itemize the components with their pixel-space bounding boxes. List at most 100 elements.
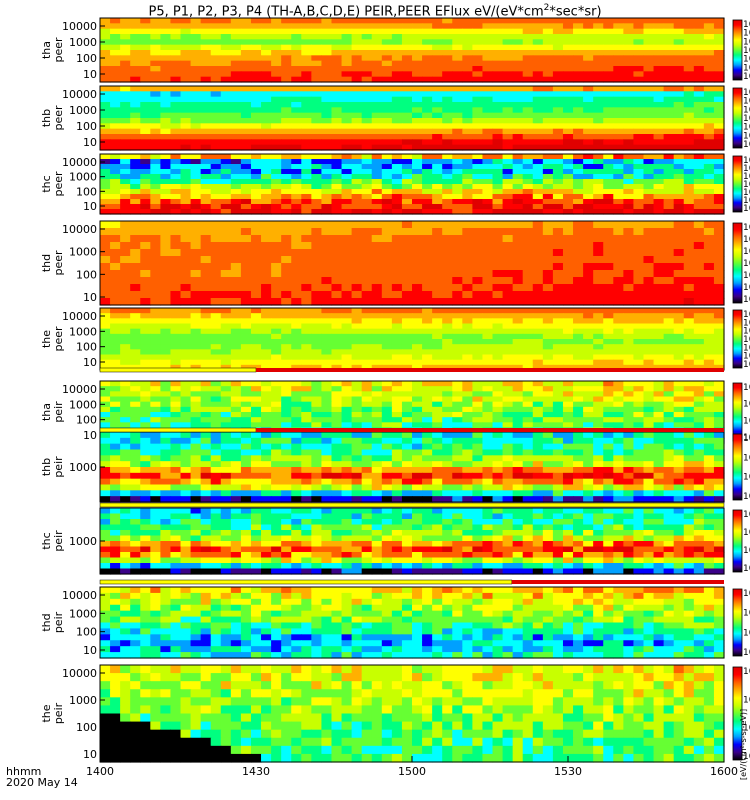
heatmap-cell bbox=[291, 443, 302, 451]
heatmap-cell bbox=[291, 313, 302, 319]
heatmap-cell bbox=[633, 123, 645, 130]
heatmap-cell bbox=[452, 417, 463, 423]
heatmap-cell bbox=[381, 39, 393, 46]
heatmap-cell bbox=[200, 189, 212, 195]
heatmap-cell bbox=[240, 467, 252, 474]
heatmap-cell bbox=[432, 102, 443, 108]
heatmap-cell bbox=[593, 417, 604, 423]
y-tick-label: 100 bbox=[76, 341, 97, 354]
heatmap-cell bbox=[492, 417, 504, 423]
heatmap-cell bbox=[351, 396, 363, 403]
heatmap-cell bbox=[462, 91, 473, 98]
heatmap-cell bbox=[321, 18, 333, 24]
heatmap-cell bbox=[532, 221, 544, 229]
heatmap-cell bbox=[220, 256, 232, 264]
heatmap-cell bbox=[412, 60, 423, 67]
heatmap-cell bbox=[703, 118, 715, 124]
heatmap-cell bbox=[200, 432, 212, 439]
heatmap-cell bbox=[371, 443, 383, 451]
heatmap-cell bbox=[442, 60, 453, 67]
heatmap-cell bbox=[452, 102, 463, 108]
heatmap-cell bbox=[311, 189, 323, 195]
heatmap-cell bbox=[371, 364, 383, 371]
heatmap-cell bbox=[673, 412, 685, 418]
heatmap-cell bbox=[573, 256, 584, 264]
heatmap-cell bbox=[422, 107, 433, 114]
heatmap-cell bbox=[190, 23, 202, 30]
heatmap-cell bbox=[603, 298, 614, 306]
heatmap-cell bbox=[583, 298, 594, 306]
heatmap-cell bbox=[271, 349, 282, 356]
heatmap-cell bbox=[542, 354, 554, 361]
heatmap-cell bbox=[210, 364, 222, 371]
heatmap-cell bbox=[613, 128, 624, 135]
heatmap-cell bbox=[623, 71, 635, 78]
heatmap-cell bbox=[250, 396, 262, 403]
heatmap-cell bbox=[371, 249, 383, 257]
heatmap-cell bbox=[693, 249, 705, 257]
heatmap-cell bbox=[633, 144, 645, 151]
heatmap-cell bbox=[271, 333, 282, 340]
heatmap-cell bbox=[562, 169, 574, 175]
heatmap-cell bbox=[613, 443, 624, 451]
heatmap-cell bbox=[623, 159, 635, 165]
heatmap-cell bbox=[291, 422, 302, 429]
heatmap-cell bbox=[261, 96, 272, 103]
heatmap-cell bbox=[311, 437, 323, 445]
heatmap-cell bbox=[351, 154, 363, 160]
heatmap-cell bbox=[401, 291, 413, 299]
heatmap-cell bbox=[623, 333, 635, 340]
heatmap-cell bbox=[583, 159, 594, 165]
heatmap-cell bbox=[542, 174, 554, 180]
heatmap-cell bbox=[462, 154, 473, 160]
heatmap-cell bbox=[623, 323, 635, 330]
heatmap-cell bbox=[552, 76, 564, 83]
heatmap-cell bbox=[351, 467, 363, 474]
heatmap-cell bbox=[643, 39, 655, 46]
heatmap-cell bbox=[261, 169, 272, 175]
heatmap-cell bbox=[180, 204, 192, 210]
heatmap-cell bbox=[422, 412, 433, 418]
heatmap-cell bbox=[341, 235, 353, 243]
heatmap-cell bbox=[422, 221, 433, 229]
heatmap-cell bbox=[532, 23, 544, 30]
heatmap-cell bbox=[220, 354, 232, 361]
heatmap-cell bbox=[633, 96, 645, 103]
heatmap-cell bbox=[603, 18, 614, 24]
heatmap-cell bbox=[613, 354, 624, 361]
heatmap-cell bbox=[603, 209, 614, 215]
heatmap-cell bbox=[331, 412, 343, 418]
heatmap-cell bbox=[170, 179, 182, 185]
heatmap-cell bbox=[472, 432, 484, 439]
heatmap-cell bbox=[210, 86, 222, 92]
heatmap-cell bbox=[100, 28, 111, 35]
heatmap-cell bbox=[210, 328, 222, 335]
heatmap-cell bbox=[623, 263, 635, 271]
heatmap-cell bbox=[250, 391, 262, 398]
heatmap-cell bbox=[250, 71, 262, 78]
heatmap-cell bbox=[311, 284, 323, 292]
heatmap-cell bbox=[482, 102, 494, 108]
heatmap-cell bbox=[391, 134, 403, 140]
heatmap-cell bbox=[160, 55, 172, 62]
heatmap-cell bbox=[150, 328, 161, 335]
heatmap-cell bbox=[210, 406, 222, 413]
heatmap-cell bbox=[381, 50, 393, 56]
colorbar-tick-label: 10⁷ bbox=[743, 164, 750, 174]
heatmap-cell bbox=[120, 381, 131, 387]
heatmap-cell bbox=[532, 34, 544, 40]
heatmap-cell bbox=[583, 50, 594, 56]
heatmap-cell bbox=[170, 449, 182, 456]
heatmap-cell bbox=[250, 242, 262, 250]
heatmap-cell bbox=[100, 455, 111, 462]
heatmap-cell bbox=[603, 291, 614, 299]
heatmap-cell bbox=[583, 123, 594, 130]
heatmap-cell bbox=[170, 391, 182, 398]
heatmap-cell bbox=[150, 112, 161, 119]
heatmap-cell bbox=[210, 18, 222, 24]
heatmap-cell bbox=[562, 228, 574, 236]
heatmap-cell bbox=[613, 184, 624, 190]
heatmap-cell bbox=[150, 221, 161, 229]
heatmap-cell bbox=[220, 204, 232, 210]
heatmap-cell bbox=[482, 154, 494, 160]
